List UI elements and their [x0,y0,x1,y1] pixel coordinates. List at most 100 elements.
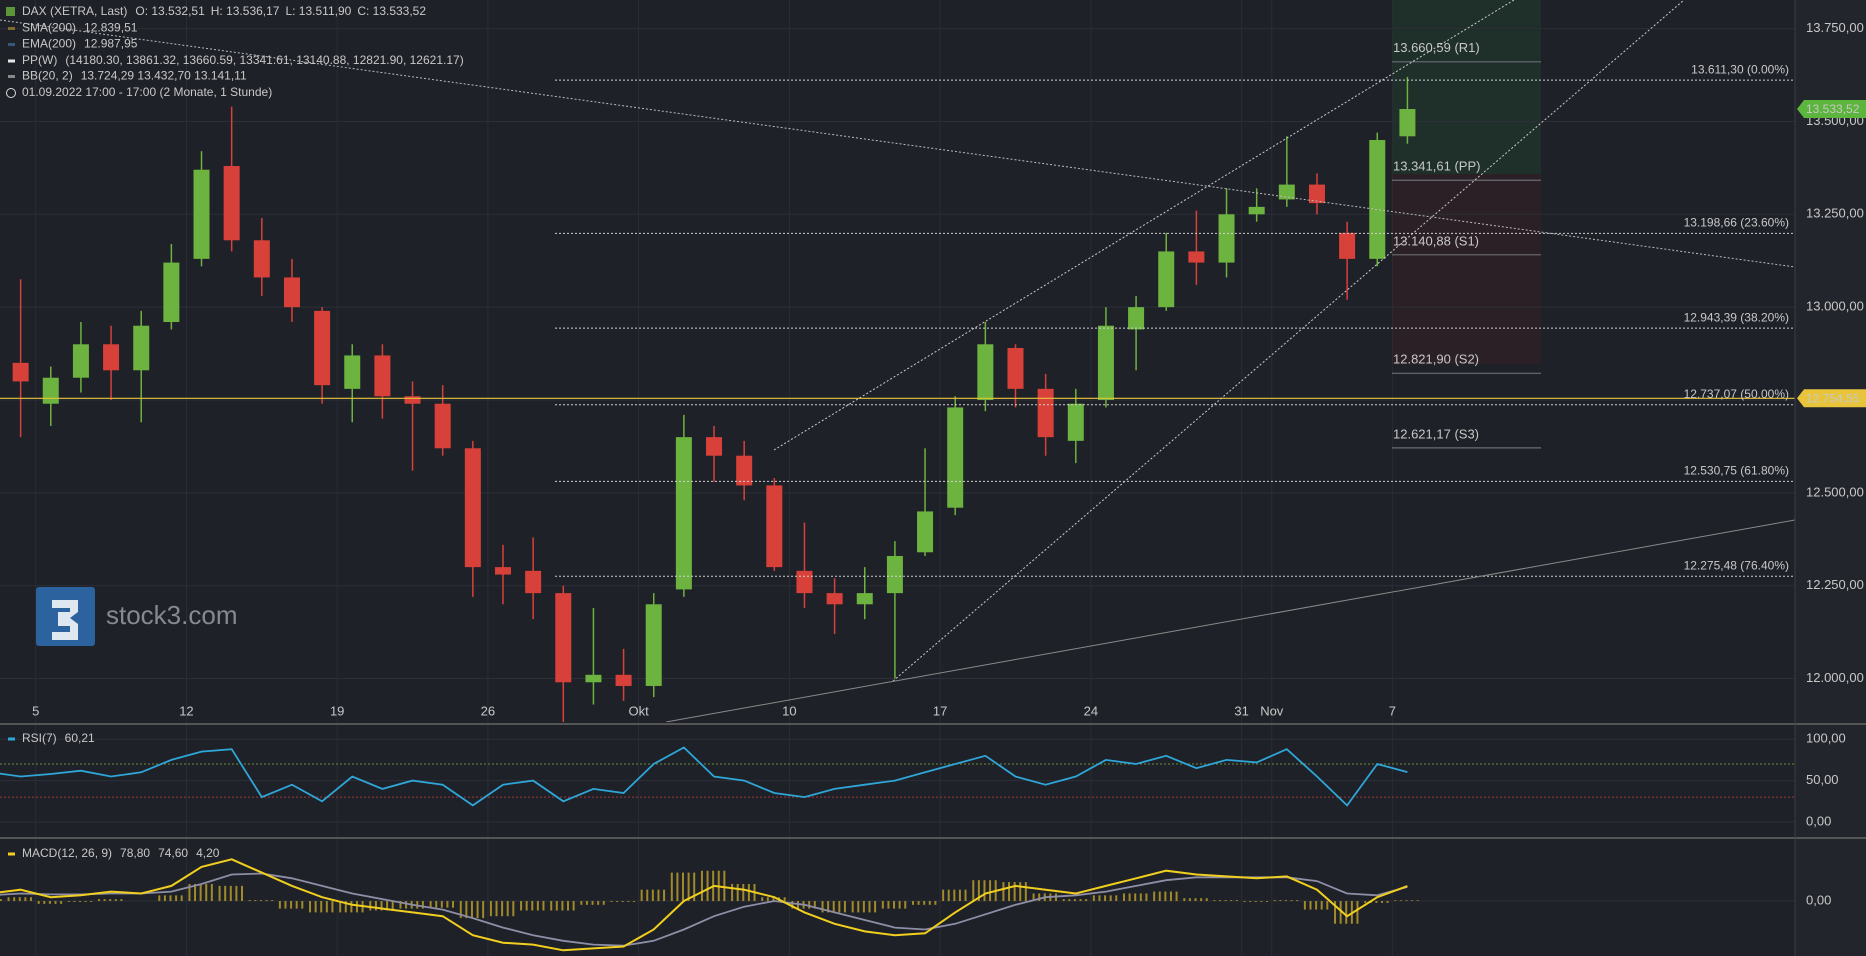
indicator-name: SMA(200) [22,21,76,35]
indicator-swatch [8,75,15,78]
pivot-zone-down [1392,174,1541,364]
logo-glyph [52,600,78,640]
candle-body [917,511,934,553]
y-tick-label: 0,00 [1806,892,1831,907]
rsi-panel [0,746,1795,807]
candle-body [133,325,150,371]
header: DAX (XETRA, Last) O: 13.532,51 H: 13.536,1… [6,4,464,99]
fib-label: 12.737,07 (50.00%) [1684,387,1789,401]
line [0,872,1408,947]
candle-body [736,455,753,486]
y-tick-label: 13.000,00 [1806,299,1864,314]
pivot-label: 12.821,90 (S2) [1393,352,1479,367]
line [0,746,1408,807]
trend-lines [0,0,1795,722]
indicator-name: BB(20, 2) [22,69,73,83]
candle-body [675,437,692,590]
fib-label: 13.611,30 (0.00%) [1691,62,1789,76]
candle-body [12,362,29,382]
axes: 12.000,0012.250,0012.500,0012.750,0013.0… [8,20,1866,907]
candle-body [525,570,542,594]
channel-lower [892,0,1685,682]
candle-body [193,169,210,259]
x-tick-label: 31 [1234,703,1248,718]
candle-body [1308,184,1325,204]
candle-body [1128,307,1145,330]
period: 01.09.2022 17:00 - 17:00 (2 Monate, 1 St… [22,85,272,99]
candle-body [856,593,873,605]
candle-body [314,310,331,386]
price-axis-bg [1795,0,1866,956]
indicator-swatch [8,43,15,46]
pivot-label: 13.140,88 (S1) [1393,233,1479,248]
y-tick-label: 13.750,00 [1806,20,1864,35]
y-tick-label: 100,00 [1806,731,1846,746]
x-tick-label: 7 [1389,703,1396,718]
quote: O: 13.532,51 [135,4,205,18]
candle-body [1339,232,1356,259]
x-tick-label: 10 [782,703,796,718]
indicator-value: 12.839,51 [84,21,138,35]
candle-body [223,166,240,241]
candle-body [494,567,511,575]
candle-body [374,355,391,397]
candle-body [42,377,59,404]
candle-body [1188,251,1205,263]
indicator-swatch [8,27,15,30]
legend-title: DAX (XETRA, Last) [22,4,127,18]
y-tick-label: 0,00 [1806,813,1831,828]
price-tag [1797,99,1866,118]
trend-line [0,19,1795,268]
candle-body [344,355,361,389]
candle-body [1158,251,1175,308]
candle-body [1067,403,1084,441]
candle-body [615,674,632,686]
candle-body [826,593,843,605]
candle-body [253,240,270,278]
candle-body [103,344,120,371]
support-line [665,519,1795,722]
candle-body [163,262,180,323]
indicator-name: PP(W) [22,53,57,67]
fib-label: 12.275,48 (76.40%) [1684,558,1789,572]
candle-body [796,570,813,594]
quote: H: 13.536,17 [211,4,280,18]
line [0,858,1408,952]
indicator-value: 12.987,95 [84,37,138,51]
candle-body [1218,214,1235,263]
legend-icon [6,7,15,16]
x-tick-label: Okt [629,703,650,718]
x-tick-label: Nov [1260,703,1284,718]
candle-body [1248,206,1265,215]
quote: C: 13.533,52 [357,4,426,18]
candle-body [1369,140,1386,259]
pivot-label: 13.660,59 (R1) [1393,40,1480,55]
candle-body [1399,108,1416,137]
legend-value: 60,21 [65,731,95,745]
candle-body [766,485,783,568]
legend-value: 74,60 [158,846,188,860]
channel-upper [773,0,1515,451]
quote: L: 13.511,90 [285,4,351,18]
candle-body [886,555,903,594]
y-tick-label: 12.500,00 [1806,484,1864,499]
x-tick-label: 5 [32,703,39,718]
macd-panel [0,858,1419,952]
watermark: stock3.com [36,587,238,646]
y-tick-label: 12.000,00 [1806,670,1864,685]
fib-label: 12.943,39 (38.20%) [1684,310,1789,324]
x-tick-label: 12 [179,703,193,718]
indicator-swatch [8,59,15,63]
y-tick-label: 50,00 [1806,772,1839,787]
legend-value: 4,20 [196,846,220,860]
legend-title: RSI(7) [22,731,57,745]
price-tag-label: 13.533,52 [1806,102,1860,116]
legend-swatch [8,852,15,856]
x-tick-label: 19 [330,703,344,718]
clock-icon [6,88,16,98]
fib-label: 12.530,75 (61.80%) [1684,464,1789,478]
candle-body [1278,184,1295,200]
